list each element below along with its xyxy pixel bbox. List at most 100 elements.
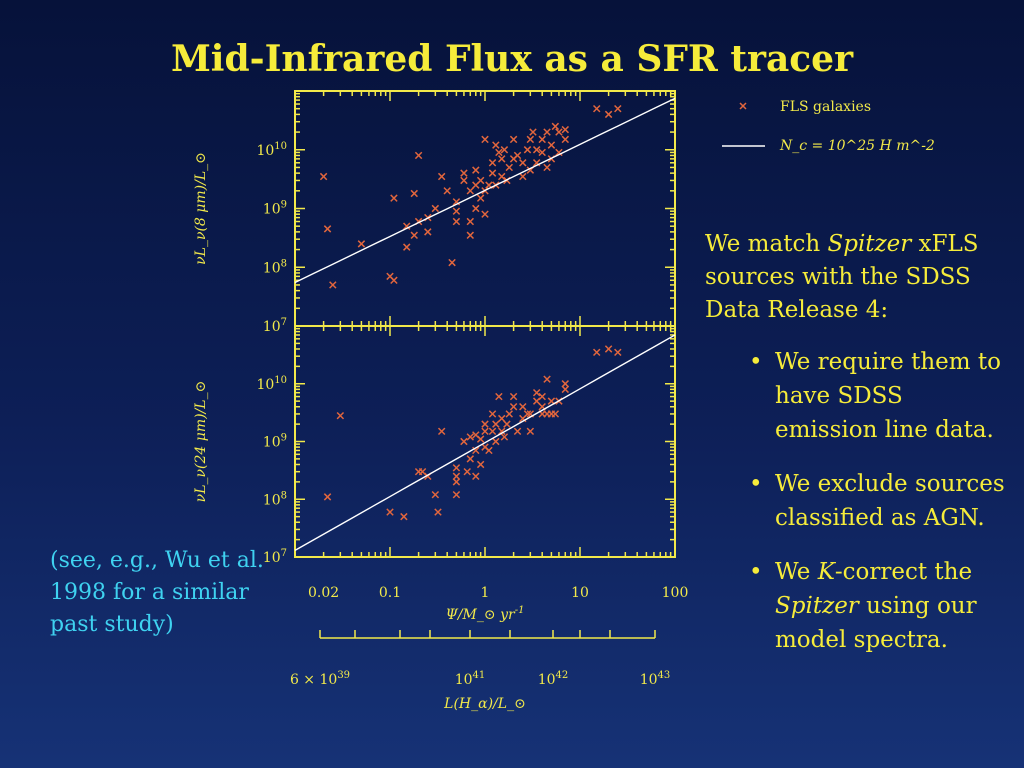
- data-point: [509, 392, 518, 401]
- data-point: [497, 155, 506, 163]
- data-point: [592, 348, 601, 357]
- data-point: [357, 240, 366, 248]
- data-point: [437, 427, 446, 436]
- secondary-x-tick-label: 1041: [455, 670, 486, 688]
- data-point: [466, 187, 475, 195]
- axis-ticks: [294, 91, 675, 639]
- bullet-item: • We K-correct the Spitzer using our mode…: [705, 555, 1005, 657]
- secondary-x-axis-label: L(H_α)/L_⊙: [443, 696, 526, 712]
- data-point: [500, 433, 509, 441]
- secondary-x-tick-label: 6 × 1039: [290, 670, 350, 688]
- legend: FLS galaxies N_c = 10^25 H m^-2: [722, 99, 935, 154]
- data-point: [481, 420, 489, 428]
- data-point: [488, 169, 497, 177]
- x-tick-label: 100: [662, 585, 689, 601]
- data-point: [509, 403, 518, 411]
- data-point: [472, 204, 480, 213]
- data-point: [497, 172, 506, 181]
- x-axis-label: Ψ/M_⊙ yr-1: [446, 605, 525, 623]
- data-point: [547, 141, 556, 149]
- data-point: [500, 146, 509, 154]
- data-point: [472, 166, 480, 174]
- data-point: [488, 159, 497, 167]
- data-point: [452, 490, 461, 499]
- data-point: [561, 385, 570, 394]
- legend-label-fit: N_c = 10^25 H m^-2: [779, 138, 935, 154]
- data-point: [466, 433, 475, 441]
- bullet-list: • We require them to have SDSS emission l…: [705, 345, 1005, 657]
- data-point: [481, 210, 489, 218]
- data-point: [414, 151, 423, 160]
- chart-marks: [294, 97, 676, 552]
- data-point: [555, 148, 563, 157]
- data-point: [466, 231, 475, 240]
- fit-line: [294, 334, 676, 552]
- data-point: [519, 403, 527, 411]
- data-point: [476, 176, 485, 185]
- data-point: [452, 207, 461, 215]
- data-point: [434, 508, 442, 516]
- data-point: [452, 478, 461, 486]
- data-point: [466, 455, 475, 463]
- data-point: [488, 427, 497, 436]
- data-point: [329, 281, 337, 289]
- data-point: [614, 348, 622, 357]
- data-point: [492, 141, 500, 149]
- data-point: [424, 228, 432, 236]
- secondary-x-tick-label: 1042: [538, 670, 569, 688]
- data-point: [551, 410, 560, 418]
- x-tick-label: 0.02: [308, 585, 339, 601]
- y-axis-label: νL_ν(24 μm)/L_⊙: [193, 381, 209, 503]
- data-point: [532, 388, 541, 397]
- data-point: [492, 420, 500, 428]
- data-point: [497, 427, 506, 436]
- data-point: [529, 128, 537, 136]
- data-point: [466, 217, 475, 226]
- data-point: [323, 493, 332, 501]
- data-point: [538, 135, 546, 144]
- data-point: [503, 420, 511, 428]
- data-point: [390, 276, 398, 285]
- data-point: [472, 472, 480, 480]
- data-point: [592, 104, 601, 113]
- bullet-dot-icon: •: [749, 471, 763, 497]
- data-point: [488, 410, 497, 418]
- data-point: [492, 437, 500, 446]
- legend-label-galaxies: FLS galaxies: [780, 99, 871, 115]
- data-point: [460, 169, 468, 177]
- data-point: [402, 243, 411, 251]
- secondary-x-tick-label: 1043: [640, 670, 671, 688]
- data-point: [463, 467, 471, 476]
- data-point: [448, 258, 456, 267]
- y-tick-label: 108: [263, 490, 287, 508]
- data-point: [526, 427, 535, 436]
- y-tick-label: 1010: [256, 375, 287, 393]
- data-point: [460, 437, 468, 446]
- bullet-item: • We require them to have SDSS emission l…: [705, 345, 1005, 447]
- reference-note: (see, e.g., Wu et al. 1998 for a similar…: [50, 548, 264, 637]
- data-point: [452, 464, 461, 472]
- data-point: [400, 512, 408, 521]
- x-tick-label: 0.1: [379, 585, 401, 601]
- data-point: [410, 189, 418, 198]
- data-point: [551, 122, 560, 131]
- slide-title: Mid-Infrared Flux as a SFR tracer: [170, 38, 854, 80]
- data-point: [495, 392, 503, 401]
- data-point: [481, 427, 489, 436]
- intro-paragraph: We match Spitzer xFLS sources with the S…: [705, 231, 979, 323]
- data-point: [476, 435, 485, 443]
- data-point: [509, 135, 518, 144]
- data-point: [561, 135, 570, 144]
- data-point: [561, 125, 570, 134]
- data-point: [538, 392, 546, 401]
- data-point: [443, 187, 451, 195]
- data-point: [543, 128, 551, 136]
- data-point: [555, 128, 563, 136]
- data-point: [543, 375, 551, 383]
- bullet-item: • We exclude sources classified as AGN.: [705, 467, 1005, 535]
- legend-marker-icon: [739, 102, 747, 110]
- data-point: [614, 104, 622, 113]
- data-point: [476, 194, 485, 202]
- data-point: [505, 410, 513, 418]
- data-point: [452, 217, 461, 226]
